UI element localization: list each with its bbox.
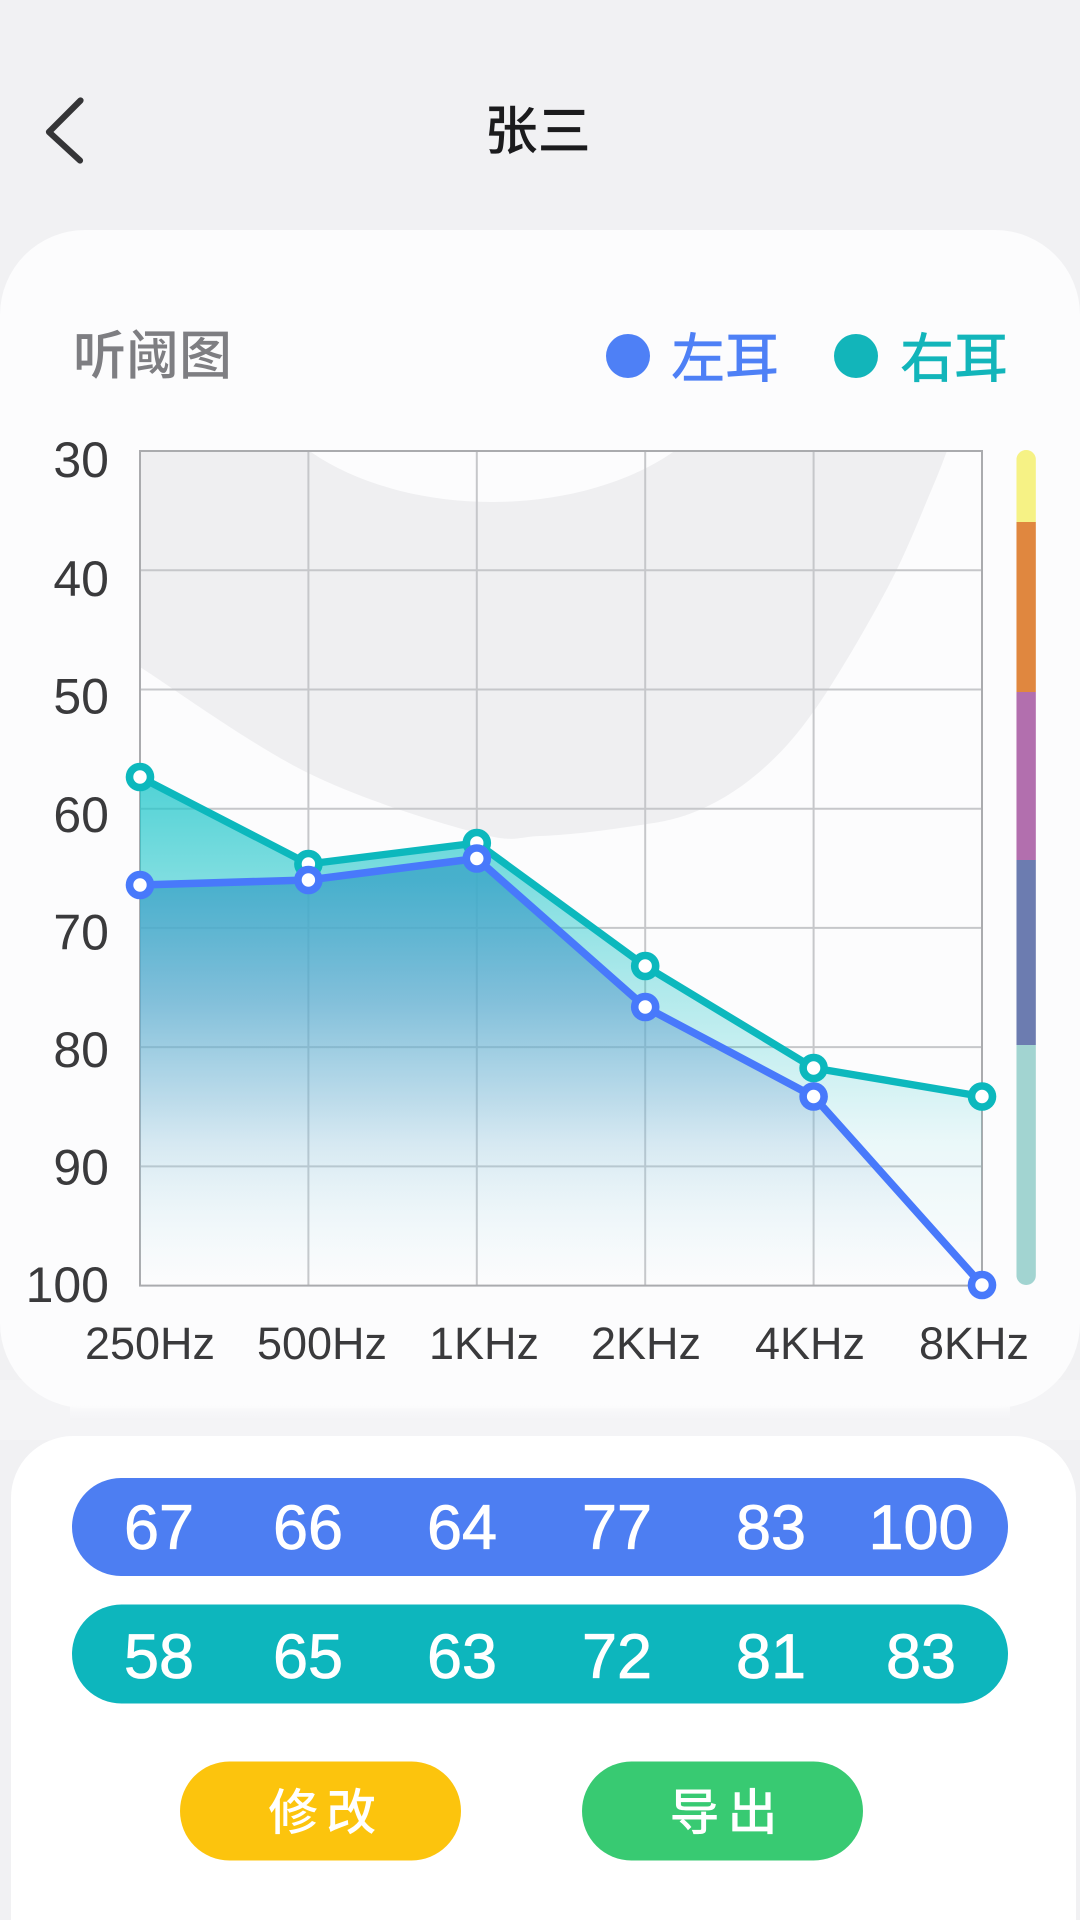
svg-text:100: 100 xyxy=(868,1493,973,1563)
svg-text:90: 90 xyxy=(53,1140,109,1196)
svg-text:1KHz: 1KHz xyxy=(429,1318,539,1369)
svg-text:83: 83 xyxy=(736,1493,806,1563)
svg-text:30: 30 xyxy=(53,432,109,488)
svg-text:4KHz: 4KHz xyxy=(755,1318,865,1369)
svg-text:72: 72 xyxy=(582,1622,652,1692)
svg-text:60: 60 xyxy=(53,787,109,843)
svg-text:63: 63 xyxy=(427,1622,497,1692)
svg-text:77: 77 xyxy=(582,1493,652,1563)
svg-text:64: 64 xyxy=(427,1493,497,1563)
svg-text:100: 100 xyxy=(26,1257,109,1313)
svg-text:81: 81 xyxy=(736,1622,806,1692)
svg-text:58: 58 xyxy=(124,1622,194,1692)
svg-text:83: 83 xyxy=(886,1622,956,1692)
svg-text:500Hz: 500Hz xyxy=(257,1318,387,1369)
svg-text:65: 65 xyxy=(273,1622,343,1692)
svg-text:8KHz: 8KHz xyxy=(919,1318,1029,1369)
svg-text:50: 50 xyxy=(53,669,109,725)
svg-text:66: 66 xyxy=(273,1493,343,1563)
svg-text:80: 80 xyxy=(53,1022,109,1078)
svg-text:67: 67 xyxy=(124,1493,194,1563)
svg-text:2KHz: 2KHz xyxy=(591,1318,701,1369)
svg-text:70: 70 xyxy=(53,905,109,961)
svg-text:250Hz: 250Hz xyxy=(85,1318,215,1369)
svg-text:40: 40 xyxy=(53,551,109,607)
